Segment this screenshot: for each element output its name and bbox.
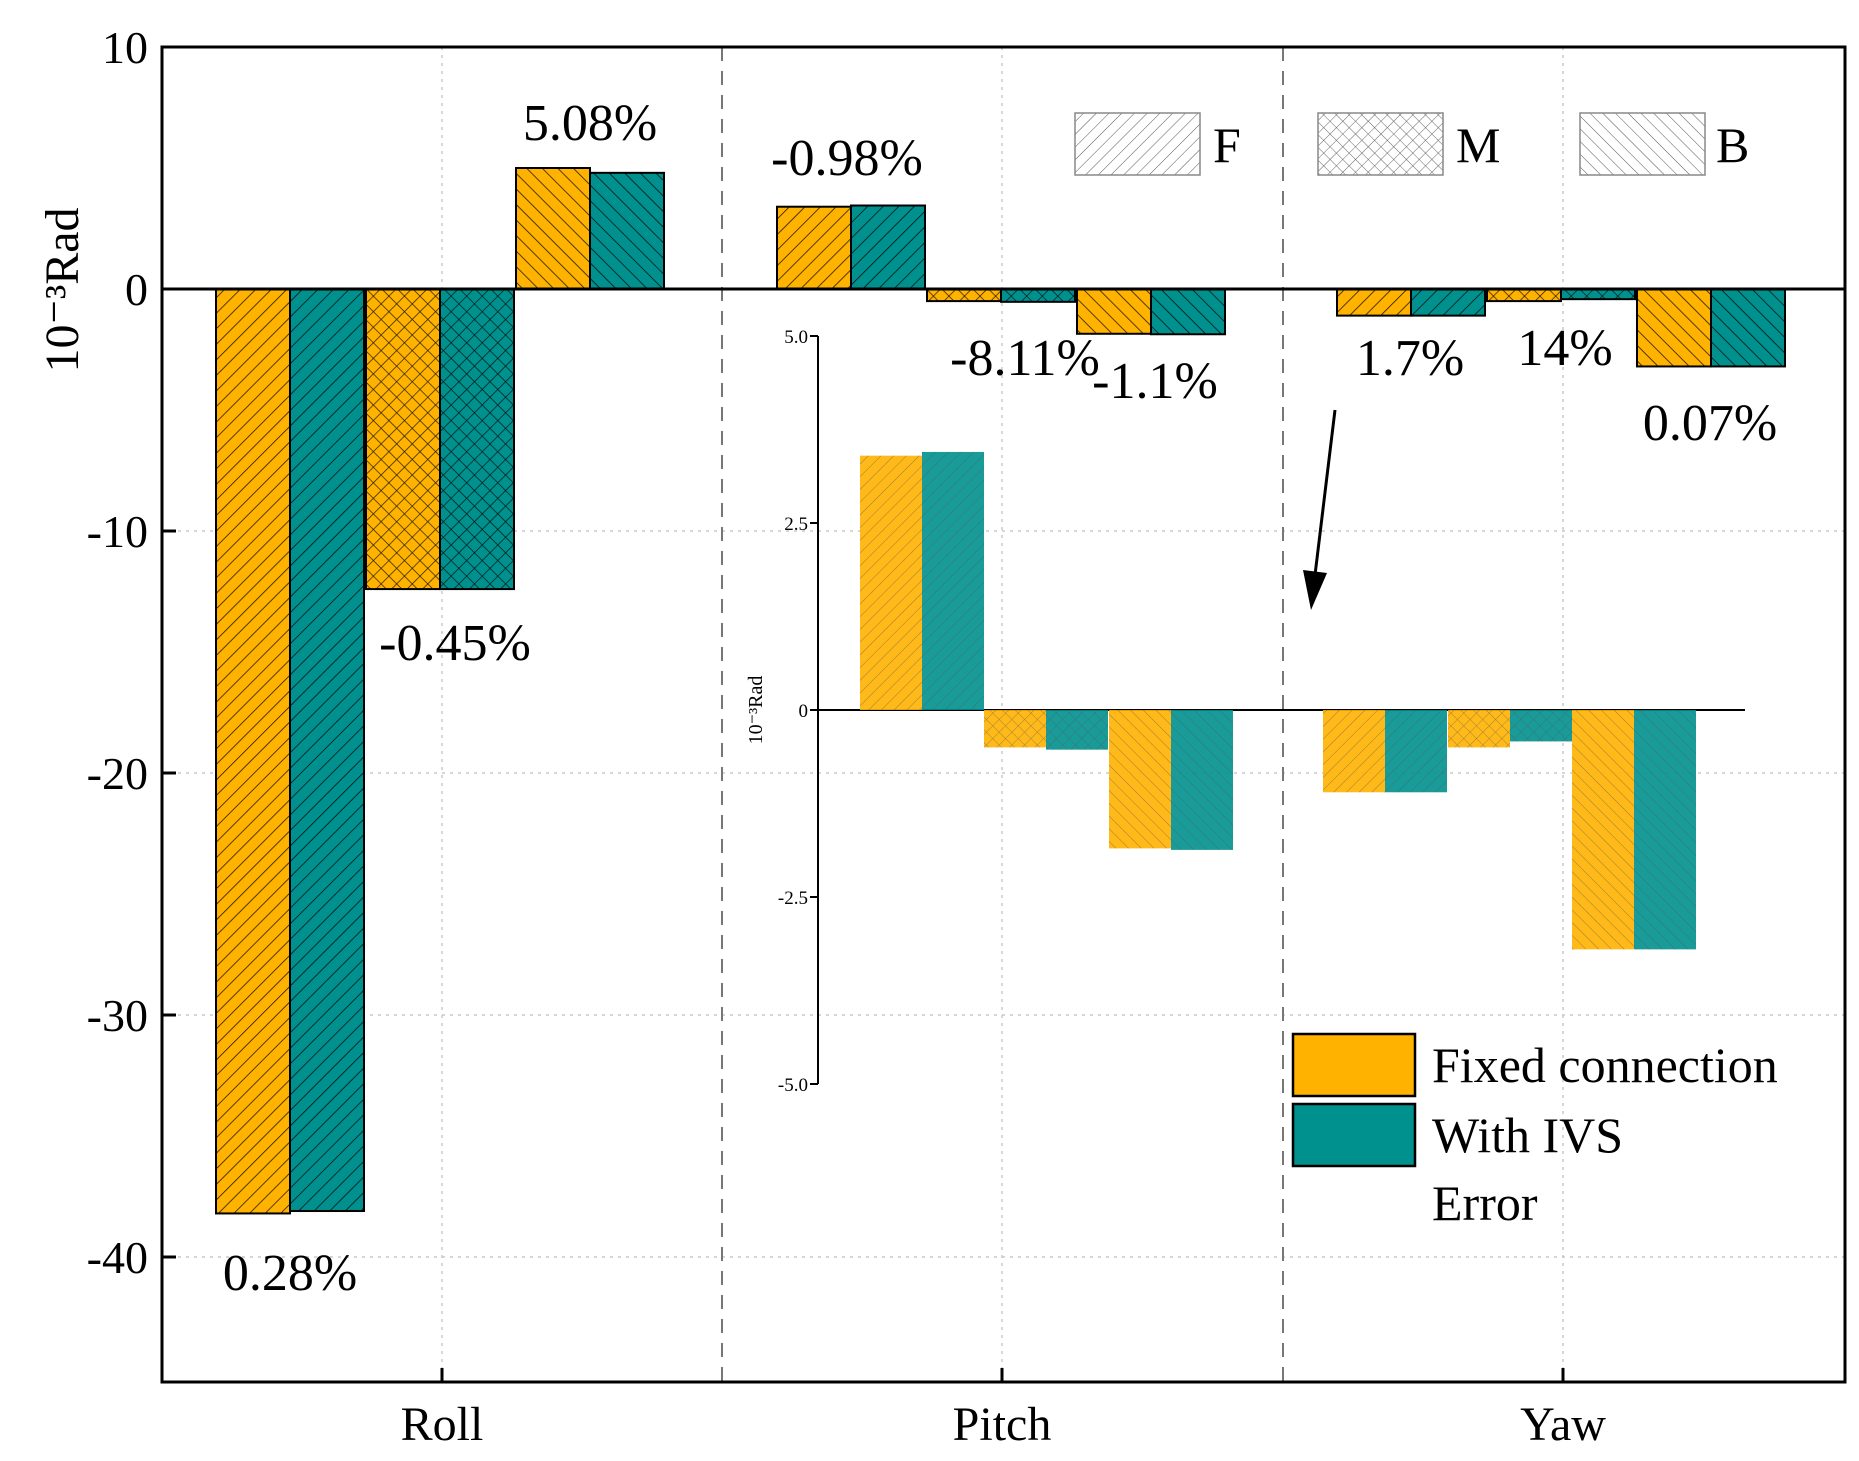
bar-ivs-roll-b-pattern [590,172,664,289]
inset-bar-ivs-pitch-m-pattern [1046,710,1108,750]
inset-y-tick-label: 0 [799,701,809,722]
y-tick-label: -10 [87,506,148,557]
inset-bar-fixed-pitch-m-pattern [984,710,1046,748]
inset-bar-ivs-pitch-f-pattern [922,451,984,710]
bar-ivs-yaw-f-pattern [1411,289,1485,316]
pattern-label-b: B [1716,117,1749,173]
x-tick-label: Roll [401,1398,484,1451]
error-label: -1.1% [1092,353,1218,410]
error-label: 0.07% [1643,395,1777,452]
y-axis-label: 10⁻³Rad [36,207,89,372]
error-label: 0.28% [223,1245,357,1302]
bar-fixed-roll-f-pattern [216,289,290,1214]
inset-chart: 5.0 2.5 0 -2.5 -5.0 10⁻³Rad [745,327,1745,1096]
error-label: 14% [1517,320,1612,377]
x-tick-label: Pitch [953,1398,1052,1451]
bar-fixed-pitch-b-pattern [1077,289,1151,334]
pattern-legend: F M B [1074,112,1749,176]
legend-label-ivs: With IVS [1432,1107,1623,1163]
inset-y-tick-label: -2.5 [778,888,808,909]
inset-bar-fixed-pitch-f-pattern [860,455,922,710]
error-label: 1.7% [1356,330,1464,387]
bar-fixed-pitch-m-pattern [927,289,1001,302]
bar-series [215,167,1786,1215]
y-tick-label: 10 [102,22,148,73]
inset-y-tick-label: -5.0 [778,1075,808,1096]
inset-bar-ivs-yaw-b-pattern [1634,710,1696,950]
pattern-label-m: M [1456,117,1500,173]
grid-layer [162,47,1845,1382]
error-label: -8.11% [950,330,1100,387]
bar-fixed-roll-m-pattern [366,289,440,590]
bar-ivs-pitch-b-pattern [1151,289,1225,335]
y-tick-label: 0 [125,264,148,315]
legend-swatch-ivs [1291,1102,1417,1168]
legend-label-error: Error [1432,1175,1538,1231]
y-tick-label: -20 [87,748,148,799]
error-label: -0.45% [379,615,531,672]
inset-bar-ivs-yaw-f-pattern [1385,710,1447,793]
bar-fixed-yaw-m-pattern [1487,289,1561,302]
error-label: 5.08% [523,95,657,152]
x-axis: Roll Pitch Yaw [401,1368,1606,1451]
bar-ivs-roll-f-pattern [290,289,364,1212]
inset-y-tick-label: 5.0 [784,327,808,348]
y-tick-label: -30 [87,990,148,1041]
bar-ivs-yaw-m-pattern [1561,289,1635,300]
error-annotations: 0.28% -0.45% 5.08% -0.98% -8.11%-1.1% 1.7% 14%… [223,95,1777,1302]
error-label: -0.98% [771,130,923,187]
bar-fixed-yaw-b-pattern [1637,289,1711,367]
inset-y-tick-label: 2.5 [784,514,808,535]
legend-swatch-fixed [1291,1032,1417,1098]
y-axis: 10 0 -10 -20 -30 -40 [87,22,176,1283]
inset-arrow [1303,409,1337,610]
series-legend: Fixed connection With IVS Error [1291,1032,1778,1231]
inset-bar-fixed-yaw-b-pattern [1572,710,1634,950]
bar-ivs-roll-m-pattern [440,289,514,590]
x-tick-label: Yaw [1520,1398,1606,1451]
y-tick-label: -40 [87,1232,148,1283]
bar-ivs-yaw-b-pattern [1711,289,1785,367]
bar-ivs-pitch-m-pattern [1001,289,1075,302]
inset-bar-fixed-yaw-f-pattern [1323,710,1385,793]
bar-fixed-pitch-f-pattern [777,206,851,289]
pattern-swatch-b [1579,112,1706,176]
pattern-swatch-f [1074,112,1201,176]
pattern-swatch-m [1317,112,1444,176]
pattern-label-f: F [1213,117,1241,173]
bar-fixed-yaw-f-pattern [1337,289,1411,316]
inset-y-axis-label: 10⁻³Rad [745,676,767,745]
bar-fixed-roll-b-pattern [516,168,590,289]
inset-bar-fixed-pitch-b-pattern [1109,710,1171,849]
group-separators [721,47,1284,1382]
inset-bar-fixed-yaw-m-pattern [1448,710,1510,748]
legend-label-fixed: Fixed connection [1432,1037,1778,1093]
bar-ivs-pitch-f-pattern [851,205,925,289]
inset-bar-ivs-pitch-b-pattern [1171,710,1233,850]
inset-bar-ivs-yaw-m-pattern [1510,710,1572,742]
